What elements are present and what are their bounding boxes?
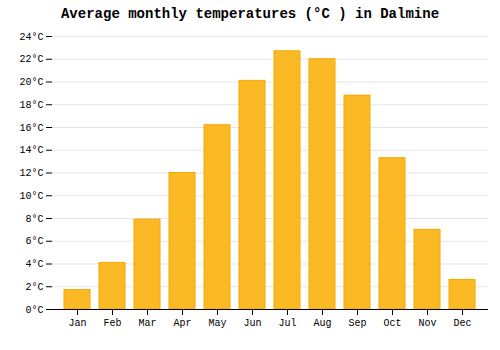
svg-text:May: May: [208, 318, 226, 329]
svg-text:Mar: Mar: [138, 318, 156, 329]
svg-text:20°C: 20°C: [19, 77, 43, 88]
svg-text:8°C: 8°C: [25, 214, 43, 225]
svg-text:0°C: 0°C: [25, 305, 43, 316]
svg-text:6°C: 6°C: [25, 236, 43, 247]
html-text:Average monthly temperatures (: Average monthly temperatures (°C ) in Da…: [61, 6, 439, 22]
svg-text:Feb: Feb: [103, 318, 121, 329]
svg-text:Jun: Jun: [243, 318, 261, 329]
svg-text:12°C: 12°C: [19, 168, 43, 179]
svg-text:2°C: 2°C: [25, 282, 43, 293]
svg-text:Jan: Jan: [68, 318, 86, 329]
svg-text:22°C: 22°C: [19, 54, 43, 65]
svg-text:16°C: 16°C: [19, 123, 43, 134]
svg-text:10°C: 10°C: [19, 191, 43, 202]
svg-text:Oct: Oct: [383, 318, 401, 329]
svg-text:Nov: Nov: [418, 318, 436, 329]
svg-text:24°C: 24°C: [19, 32, 43, 43]
svg-text:4°C: 4°C: [25, 259, 43, 270]
svg-text:Jul: Jul: [278, 318, 296, 329]
svg-text:Aug: Aug: [313, 318, 331, 329]
svg-text:Apr: Apr: [173, 318, 191, 329]
svg-text:Dec: Dec: [453, 318, 471, 329]
svg-text:14°C: 14°C: [19, 145, 43, 156]
svg-text:Sep: Sep: [348, 318, 366, 329]
svg-text:18°C: 18°C: [19, 100, 43, 111]
